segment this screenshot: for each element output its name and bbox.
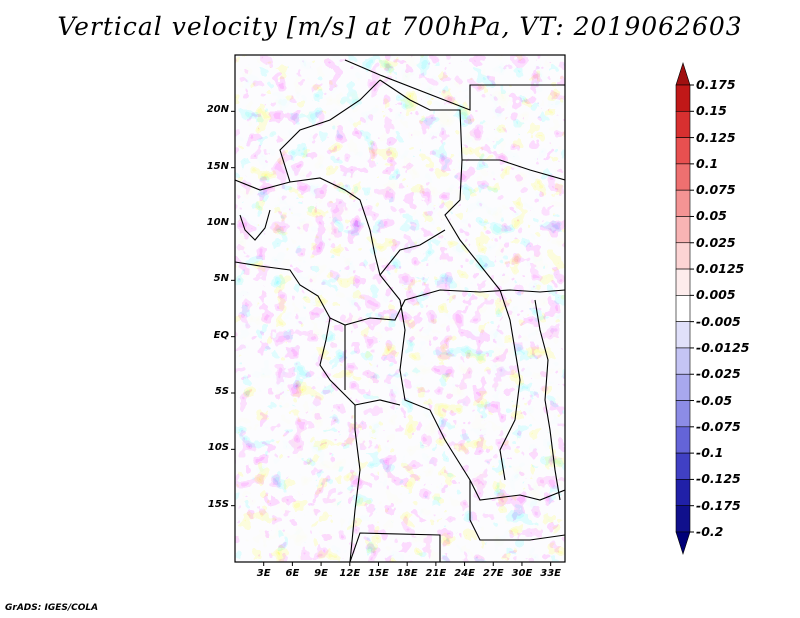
colorbar-bin [675, 268, 691, 296]
colorbar-tick-label: -0.075 [696, 418, 741, 434]
colorbar-bin [675, 110, 691, 138]
lat-tick-label: 10S [207, 442, 229, 454]
lon-tick-label: 33E [540, 568, 562, 579]
colorbar-bin [675, 216, 691, 244]
colorbar-bin [675, 137, 691, 165]
colorbar-tick-label: -0.2 [696, 524, 724, 539]
colorbar-tick-label: -0.05 [696, 392, 733, 408]
colorbar-tick-label: 0.005 [696, 287, 736, 303]
colorbar-tick-label: -0.125 [696, 471, 741, 487]
lon-tick-label: 6E [285, 568, 300, 579]
colorbar-bin [675, 189, 691, 217]
plot-title: Vertical velocity [m/s] at 700hPa, VT: 2… [57, 12, 743, 41]
lon-tick-label: 3E [256, 568, 271, 579]
colorbar-tick-label: 0.025 [696, 234, 736, 250]
lon-tick-label: 27E [482, 568, 504, 579]
colorbar-bin [675, 505, 691, 533]
colorbar-tick-label: -0.0125 [696, 339, 750, 355]
colorbar-bin [675, 426, 691, 454]
colorbar-bin [675, 84, 691, 112]
lon-tick-label: 21E [425, 568, 447, 579]
colorbar-tick-label: 0.1 [696, 155, 719, 171]
colorbar-tick-label: 0.125 [696, 129, 736, 145]
lat-tick-label: 15N [206, 160, 229, 172]
colorbar-bin [675, 373, 691, 401]
lat-tick-label: EQ [213, 329, 229, 341]
lat-tick-label: 15S [207, 498, 229, 510]
colorbar-tick-label: -0.025 [696, 366, 741, 382]
colorbar-bin [675, 62, 691, 86]
colorbar-tick-label: -0.175 [696, 497, 741, 513]
lon-tick-label: 24E [454, 568, 475, 579]
colorbar-bin [675, 321, 691, 349]
colorbar-tick-label: 0.05 [696, 208, 727, 224]
colorbar-bin [675, 242, 691, 270]
lat-tick-label: 5N [213, 273, 229, 285]
colorbar-bin [675, 479, 691, 507]
map-frame [234, 54, 566, 563]
colorbar-tick-label: 0.0125 [696, 261, 745, 277]
colorbar-bin [675, 452, 691, 480]
colorbar-bin [675, 163, 691, 191]
lon-tick-label: 18E [396, 568, 418, 579]
lon-tick-label: 15E [368, 568, 389, 579]
colorbar-bin [675, 347, 691, 375]
lat-tick-label: 5S [214, 386, 229, 397]
grads-credit: GrADS: IGES/COLA [5, 603, 99, 613]
lon-tick-label: 9E [314, 568, 328, 579]
lat-tick-label: 10N [206, 217, 229, 228]
colorbar-tick-label: -0.005 [696, 313, 741, 329]
colorbar-tick-label: 0.075 [696, 182, 736, 198]
country-borders [235, 59, 565, 562]
lon-tick-label: 12E [339, 568, 361, 579]
lon-tick-label: 30E [511, 568, 533, 579]
colorbar-tick-label: 0.175 [696, 77, 736, 92]
colorbar-tick-label: -0.1 [696, 445, 724, 461]
lat-tick-label: 20N [206, 104, 229, 116]
colorbar-bin [675, 531, 691, 555]
colorbar-tick-label: 0.15 [696, 103, 727, 119]
colorbar-bin [675, 295, 691, 322]
colorbar-bin [675, 400, 691, 428]
